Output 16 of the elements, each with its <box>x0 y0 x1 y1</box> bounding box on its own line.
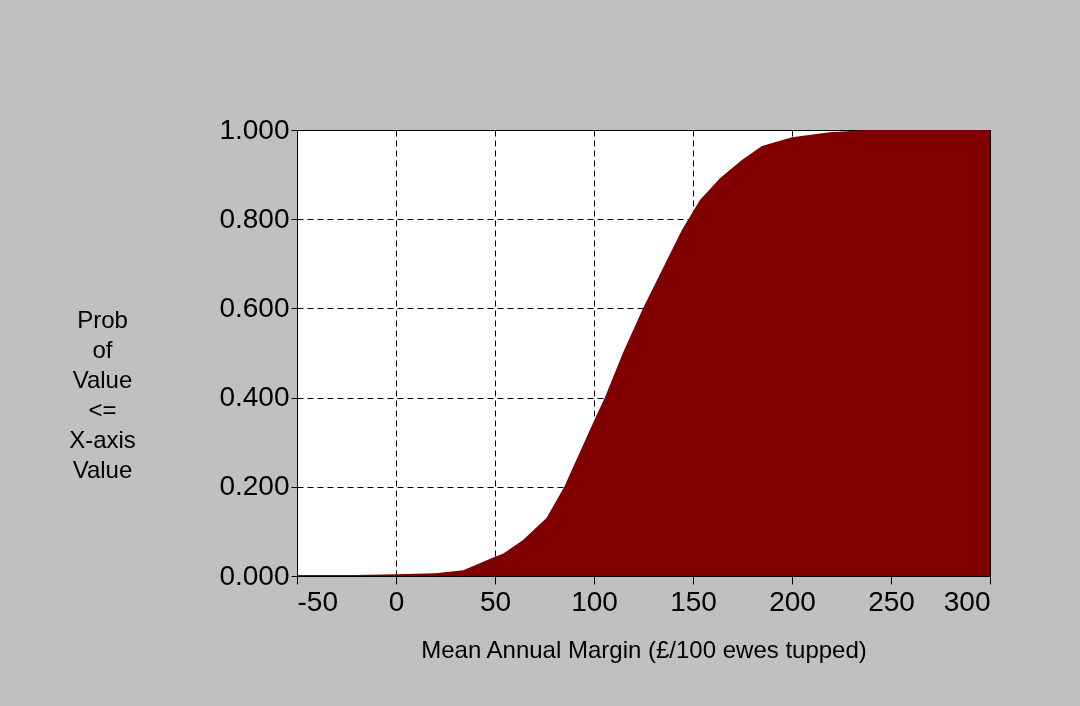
x-tick-label: 100 <box>571 585 618 617</box>
x-tick-label: 250 <box>868 585 915 617</box>
y-tick-label: 0.800 <box>219 202 290 234</box>
x-tick-label: 0 <box>388 585 405 617</box>
x-tick-label: -50 <box>297 585 338 617</box>
x-tick-label: 200 <box>769 585 816 617</box>
x-tick-label: 300 <box>943 585 991 617</box>
x-axis-title: Mean Annual Margin (£/100 ewes tupped) <box>421 635 867 663</box>
x-tick-label: 150 <box>670 585 717 617</box>
y-tick-label: 0.600 <box>219 291 290 323</box>
y-tick-label: 0.200 <box>219 470 290 502</box>
y-tick-label: 0.000 <box>219 559 290 591</box>
y-tick-label: 1.000 <box>219 113 290 145</box>
y-axis-title: Prob of Value <= X-axis Value <box>69 305 136 483</box>
x-tick-label: 50 <box>479 585 512 617</box>
y-tick-label: 0.400 <box>219 381 290 413</box>
